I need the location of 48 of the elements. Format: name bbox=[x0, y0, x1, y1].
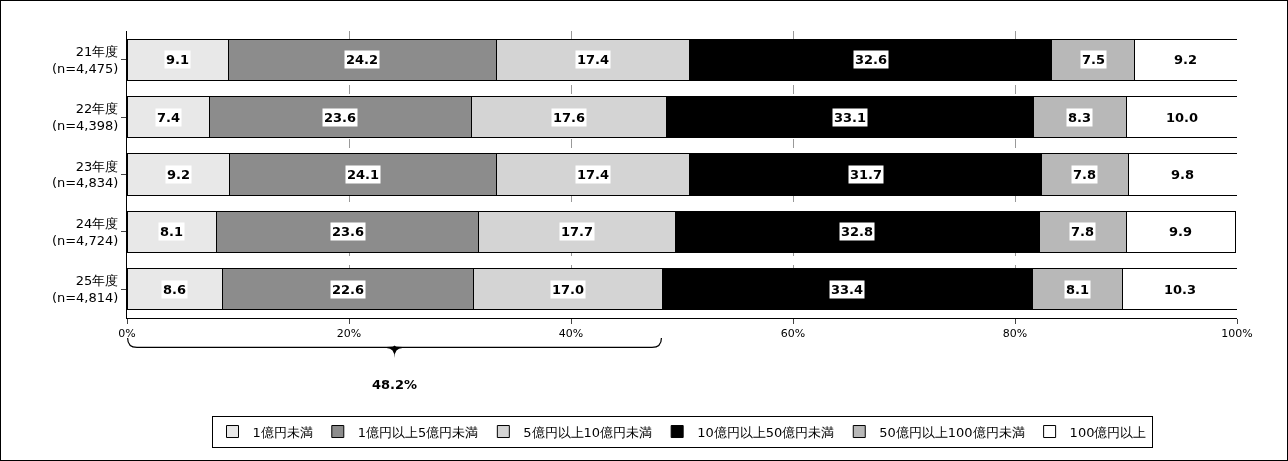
data-label: 9.8 bbox=[1171, 167, 1195, 182]
x-tick-label: 80% bbox=[1002, 327, 1028, 341]
data-label: 33.1 bbox=[834, 110, 867, 125]
y-tick-label: 25年度 (n=4,814) bbox=[51, 273, 119, 306]
data-label: 32.8 bbox=[841, 224, 874, 239]
data-label: 24.2 bbox=[346, 52, 379, 67]
legend-label: 50億円以上100億円未満 bbox=[879, 424, 1025, 440]
data-label: 17.4 bbox=[577, 167, 610, 182]
data-label: 10.0 bbox=[1166, 110, 1199, 125]
data-label: 31.7 bbox=[850, 167, 883, 182]
data-label: 7.5 bbox=[1082, 52, 1106, 67]
y-tick-label: 24年度 (n=4,724) bbox=[51, 216, 119, 248]
legend-label: 5億円以上10億円未満 bbox=[523, 424, 653, 440]
x-tick-label: 0% bbox=[118, 327, 136, 341]
text: 48.2% bbox=[372, 377, 418, 392]
data-label: 17.4 bbox=[577, 52, 610, 67]
legend-label: 10億円以上50億円未満 bbox=[697, 424, 835, 440]
x-tick-label: 100% bbox=[1221, 327, 1253, 341]
data-label: 23.6 bbox=[324, 110, 357, 125]
data-label: 17.0 bbox=[552, 282, 585, 297]
legend-label: 1億円未満 bbox=[252, 424, 313, 440]
data-label: 33.4 bbox=[831, 282, 864, 297]
data-label: 8.6 bbox=[163, 282, 187, 297]
data-label: 9.9 bbox=[1169, 224, 1193, 239]
data-label: 32.6 bbox=[855, 52, 888, 67]
data-label: 7.4 bbox=[157, 110, 181, 125]
data-label: 8.1 bbox=[160, 224, 184, 239]
y-tick-label: 21年度 (n=4,475) bbox=[51, 43, 119, 76]
data-label: 7.8 bbox=[1071, 224, 1095, 239]
legend-label: 100億円以上 bbox=[1069, 424, 1147, 440]
legend-label: 1億円以上5億円未満 bbox=[357, 424, 479, 440]
x-tick-label: 20% bbox=[336, 327, 362, 341]
y-tick-label: 22年度 (n=4,398) bbox=[51, 101, 119, 134]
y-tick-label: 23年度 (n=4,834) bbox=[51, 158, 119, 191]
data-label: 23.6 bbox=[332, 224, 365, 239]
data-label: 7.8 bbox=[1073, 167, 1097, 182]
data-label: 17.7 bbox=[561, 224, 594, 239]
data-label: 8.1 bbox=[1066, 282, 1090, 297]
data-label: 9.2 bbox=[1174, 52, 1198, 67]
x-tick-label: 60% bbox=[780, 327, 806, 341]
data-label: 17.6 bbox=[553, 110, 586, 125]
data-label: 22.6 bbox=[332, 282, 365, 297]
x-tick-label: 40% bbox=[558, 327, 584, 341]
data-label: 10.3 bbox=[1164, 282, 1197, 297]
data-label: 8.3 bbox=[1068, 110, 1092, 125]
data-label: 24.1 bbox=[347, 167, 380, 182]
data-label: 9.2 bbox=[167, 167, 191, 182]
data-label: 9.1 bbox=[166, 52, 190, 67]
